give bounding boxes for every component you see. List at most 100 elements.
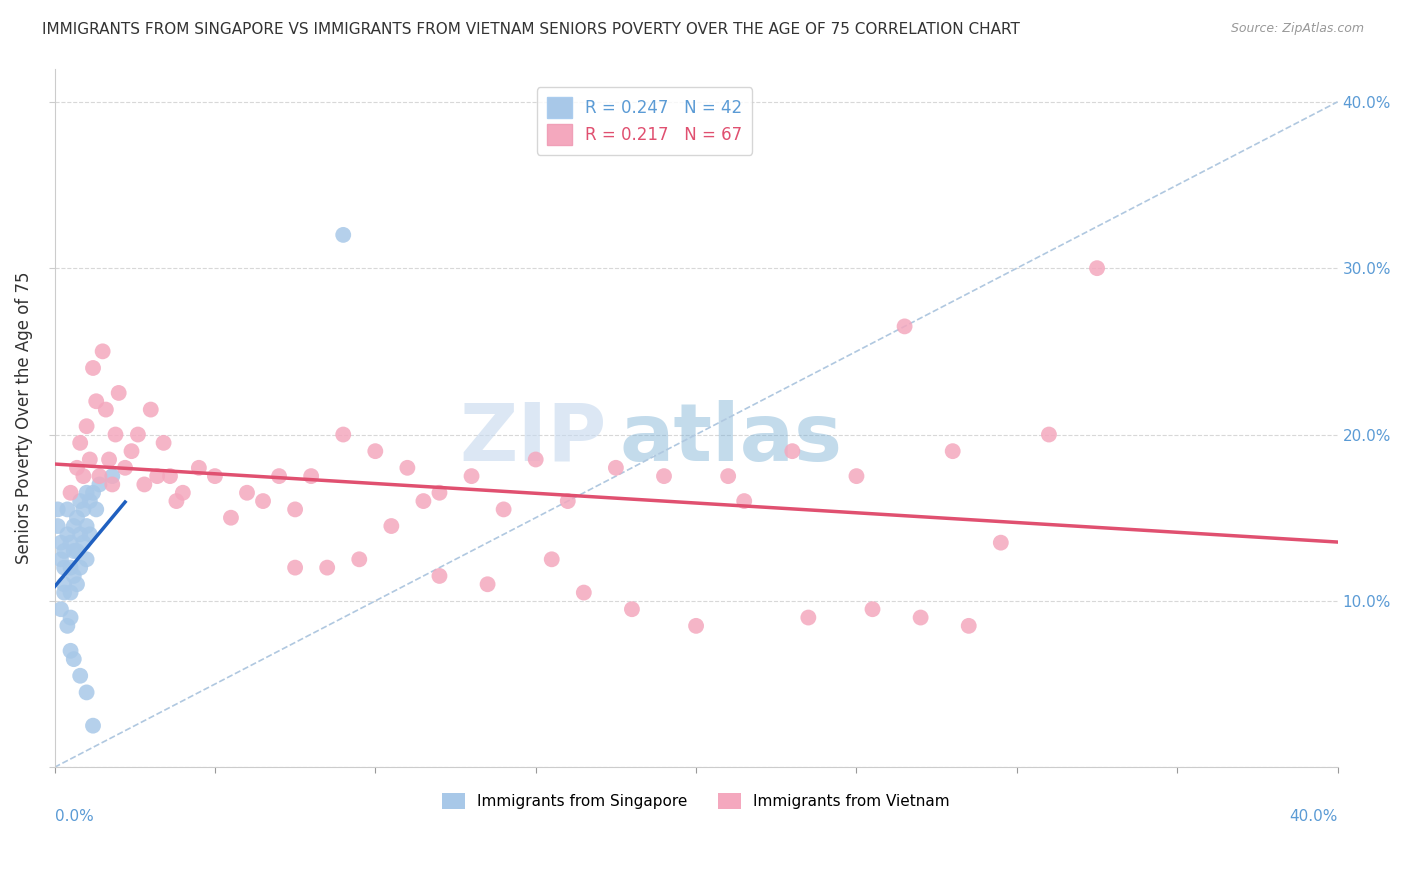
Point	[172, 485, 194, 500]
Point	[429, 569, 451, 583]
Point	[56, 527, 79, 541]
Point	[893, 319, 915, 334]
Point	[53, 560, 76, 574]
Point	[572, 585, 595, 599]
Point	[101, 477, 124, 491]
Point	[59, 560, 82, 574]
Point	[165, 494, 187, 508]
Point	[76, 485, 98, 500]
Point	[84, 394, 107, 409]
Point	[733, 494, 755, 508]
Point	[66, 577, 89, 591]
Point	[942, 444, 965, 458]
Point	[267, 469, 290, 483]
Point	[79, 452, 101, 467]
Point	[59, 644, 82, 658]
Point	[101, 469, 124, 483]
Point	[121, 444, 143, 458]
Point	[79, 527, 101, 541]
Point	[59, 610, 82, 624]
Point	[62, 519, 84, 533]
Text: ZIP: ZIP	[458, 400, 606, 478]
Text: IMMIGRANTS FROM SINGAPORE VS IMMIGRANTS FROM VIETNAM SENIORS POVERTY OVER THE AG: IMMIGRANTS FROM SINGAPORE VS IMMIGRANTS …	[42, 22, 1021, 37]
Point	[76, 685, 98, 699]
Point	[620, 602, 643, 616]
Point	[49, 552, 72, 566]
Point	[94, 402, 117, 417]
Point	[49, 535, 72, 549]
Point	[76, 552, 98, 566]
Point	[62, 652, 84, 666]
Point	[66, 510, 89, 524]
Point	[127, 427, 149, 442]
Point	[316, 560, 339, 574]
Point	[69, 560, 91, 574]
Point	[66, 544, 89, 558]
Point	[134, 477, 156, 491]
Point	[332, 427, 354, 442]
Point	[104, 427, 127, 442]
Point	[412, 494, 434, 508]
Point	[605, 460, 627, 475]
Point	[460, 469, 482, 483]
Point	[66, 460, 89, 475]
Point	[1085, 261, 1108, 276]
Point	[89, 477, 111, 491]
Point	[59, 535, 82, 549]
Point	[380, 519, 402, 533]
Point	[59, 585, 82, 599]
Text: Source: ZipAtlas.com: Source: ZipAtlas.com	[1230, 22, 1364, 36]
Point	[396, 460, 419, 475]
Point	[89, 469, 111, 483]
Point	[107, 386, 129, 401]
Point	[159, 469, 181, 483]
Point	[53, 544, 76, 558]
Point	[82, 361, 104, 376]
Point	[685, 619, 707, 633]
Point	[56, 619, 79, 633]
Point	[557, 494, 579, 508]
Point	[139, 402, 162, 417]
Point	[46, 519, 69, 533]
Point	[236, 485, 259, 500]
Point	[72, 469, 94, 483]
Point	[146, 469, 169, 483]
Point	[910, 610, 932, 624]
Point	[82, 719, 104, 733]
Point	[56, 502, 79, 516]
Point	[204, 469, 226, 483]
Point	[53, 577, 76, 591]
Point	[797, 610, 820, 624]
Point	[477, 577, 499, 591]
Point	[957, 619, 980, 633]
Y-axis label: Seniors Poverty Over the Age of 75: Seniors Poverty Over the Age of 75	[15, 272, 32, 564]
Point	[524, 452, 547, 467]
Point	[46, 502, 69, 516]
Point	[717, 469, 740, 483]
Point	[114, 460, 136, 475]
Point	[152, 435, 174, 450]
Point	[782, 444, 804, 458]
Point	[72, 535, 94, 549]
Point	[187, 460, 209, 475]
Point	[98, 452, 121, 467]
Point	[364, 444, 387, 458]
Point	[1038, 427, 1060, 442]
Point	[59, 485, 82, 500]
Point	[53, 585, 76, 599]
Text: 40.0%: 40.0%	[1289, 809, 1337, 824]
Point	[62, 569, 84, 583]
Point	[62, 544, 84, 558]
Point	[652, 469, 675, 483]
Point	[492, 502, 515, 516]
Point	[76, 519, 98, 533]
Point	[252, 494, 274, 508]
Legend: Immigrants from Singapore, Immigrants from Vietnam: Immigrants from Singapore, Immigrants fr…	[436, 788, 956, 815]
Point	[91, 344, 114, 359]
Point	[79, 494, 101, 508]
Point	[299, 469, 322, 483]
Point	[219, 510, 242, 524]
Point	[72, 502, 94, 516]
Point	[82, 485, 104, 500]
Point	[284, 560, 307, 574]
